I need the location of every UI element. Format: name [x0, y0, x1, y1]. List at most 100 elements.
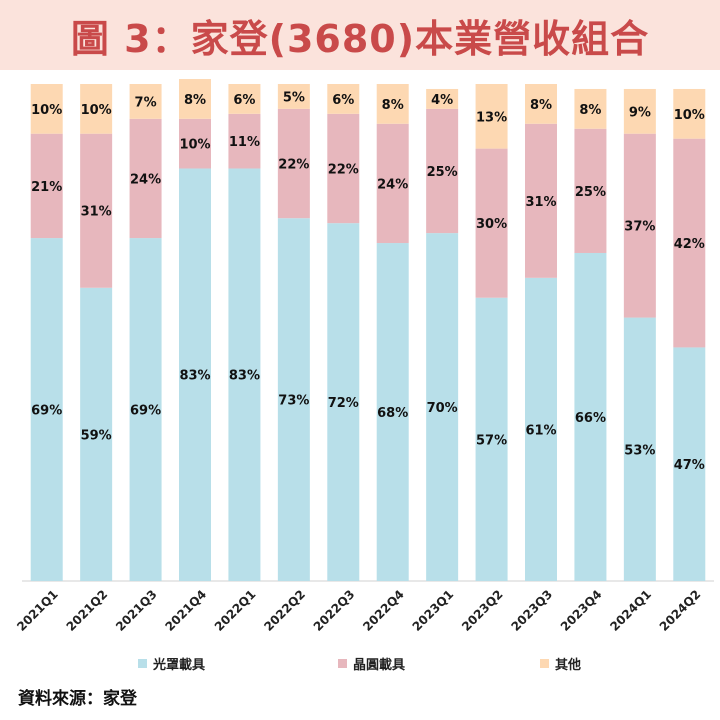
- data-label: 10%: [674, 108, 705, 123]
- bar-segment: [179, 118, 211, 169]
- bar-segment: [574, 88, 607, 129]
- bar-segment: [129, 118, 162, 239]
- data-label: 21%: [31, 180, 62, 195]
- bar-segment: [277, 84, 310, 109]
- bar-segment: [475, 297, 508, 581]
- data-label: 9%: [629, 105, 651, 120]
- data-label: 7%: [135, 95, 157, 110]
- x-tick-label: 2022Q4: [360, 587, 407, 634]
- bar-segment: [179, 79, 211, 119]
- x-tick-label: 2022Q1: [212, 587, 259, 634]
- data-label: 31%: [81, 205, 112, 220]
- data-label: 8%: [579, 103, 601, 118]
- data-label: 37%: [624, 220, 655, 235]
- legend-label-other: 其他: [555, 658, 582, 673]
- source-note: 資料來源：家登: [18, 689, 137, 709]
- bar-segment: [80, 287, 113, 581]
- bar-segment: [30, 84, 63, 134]
- data-label: 6%: [233, 93, 255, 108]
- data-label: 47%: [674, 458, 705, 473]
- bar-segment: [376, 243, 409, 582]
- data-label: 8%: [184, 93, 206, 108]
- x-tick-label: 2023Q2: [459, 587, 506, 634]
- bar-segment: [525, 123, 557, 278]
- bar-segment: [277, 218, 310, 581]
- bar-segment: [80, 133, 113, 288]
- x-tick-label: 2022Q3: [311, 587, 358, 634]
- bar-segment: [426, 233, 459, 581]
- bar-segment: [475, 84, 508, 149]
- bar-segment: [228, 168, 261, 581]
- x-tick-label: 2023Q3: [508, 587, 555, 634]
- data-label: 83%: [229, 369, 260, 384]
- x-tick-label: 2024Q2: [657, 587, 704, 634]
- bar-segment: [327, 84, 360, 114]
- x-tick-label: 2022Q2: [261, 587, 308, 634]
- bar-segment: [426, 108, 459, 234]
- data-label: 83%: [179, 369, 210, 384]
- bar-segment: [376, 84, 409, 124]
- data-label: 30%: [476, 217, 507, 232]
- legend-label-reticle-carrier: 光罩載具: [153, 658, 206, 673]
- bar-segment: [228, 113, 261, 169]
- x-tick-label: 2021Q3: [113, 587, 160, 634]
- bar-segment: [129, 84, 162, 119]
- x-tick-label: 2024Q1: [607, 587, 654, 634]
- data-label: 57%: [476, 433, 507, 448]
- data-label: 42%: [674, 237, 705, 252]
- legend-item-reticle-carrier: 光罩載具: [138, 654, 205, 673]
- title-band: [0, 0, 720, 70]
- legend-swatch-reticle-carrier: [138, 659, 147, 668]
- data-label: 69%: [130, 404, 161, 419]
- x-tick-label: 2023Q1: [410, 587, 457, 634]
- data-label: 10%: [31, 103, 62, 118]
- data-label: 22%: [328, 162, 359, 177]
- data-label: 24%: [130, 172, 161, 187]
- bar-segment: [30, 133, 63, 239]
- data-label: 53%: [624, 443, 655, 458]
- bar-segment: [80, 84, 113, 134]
- chart-title: 圖 3：家登(3680)本業營收組合: [70, 17, 650, 61]
- data-label: 10%: [179, 138, 210, 153]
- x-tick-label: 2023Q4: [558, 587, 605, 634]
- data-label: 24%: [377, 177, 408, 192]
- bar-segment: [327, 223, 360, 581]
- stacked-bar-chart: 69% 21% 10% 2021Q1 59% 31% 10% 2021Q2 69% 24% 7% 20…: [14, 79, 714, 634]
- bar-segment: [277, 108, 310, 219]
- data-label: 72%: [328, 396, 359, 411]
- data-label: 11%: [229, 135, 260, 150]
- data-label: 66%: [575, 411, 606, 426]
- data-label: 61%: [525, 423, 556, 438]
- data-label: 4%: [431, 93, 453, 108]
- data-label: 70%: [427, 401, 458, 416]
- bar-segment: [30, 238, 63, 581]
- bar-segment: [574, 128, 607, 253]
- data-label: 73%: [278, 394, 309, 409]
- bar-segment: [525, 277, 557, 581]
- bar-segment: [129, 238, 162, 581]
- x-tick-label: 2021Q4: [162, 587, 209, 634]
- data-label: 10%: [81, 103, 112, 118]
- legend-label-wafer-carrier: 晶圓載具: [353, 658, 406, 673]
- legend-item-other: 其他: [540, 654, 581, 673]
- data-label: 8%: [382, 98, 404, 113]
- data-label: 22%: [278, 158, 309, 173]
- data-label: 69%: [31, 404, 62, 419]
- x-tick-label: 2021Q2: [64, 587, 111, 634]
- bar-segment: [179, 168, 211, 581]
- bar-segment: [525, 84, 557, 124]
- data-label: 6%: [332, 93, 354, 108]
- bar-segment: [623, 133, 656, 318]
- bar-segment: [623, 88, 656, 134]
- data-label: 59%: [81, 428, 112, 443]
- x-tick-label: 2021Q1: [14, 587, 61, 634]
- data-label: 25%: [575, 185, 606, 200]
- bar-segment: [673, 88, 706, 139]
- data-label: 68%: [377, 406, 408, 421]
- legend-item-wafer-carrier: 晶圓載具: [338, 654, 405, 673]
- bar-segment: [376, 123, 409, 244]
- data-label: 8%: [530, 98, 552, 113]
- legend-swatch-other: [540, 659, 549, 668]
- data-label: 5%: [283, 90, 305, 105]
- legend-swatch-wafer-carrier: [338, 659, 347, 668]
